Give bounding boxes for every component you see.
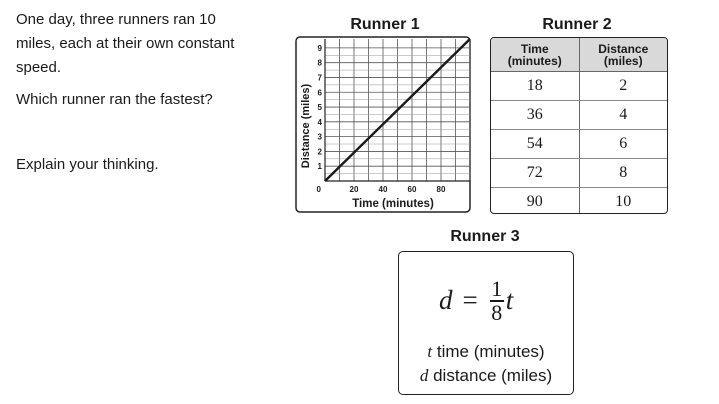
runner3-box: d = 1 8 t t time (minutes) d distance (m… bbox=[398, 251, 574, 395]
equation-variable: t bbox=[505, 285, 514, 316]
y-tick-label: 4 bbox=[318, 118, 323, 127]
runner2-title: Runner 2 bbox=[542, 16, 612, 33]
table-row: 90 10 bbox=[491, 187, 667, 213]
table-row: 54 6 bbox=[491, 129, 667, 159]
distance-cell: 8 bbox=[579, 158, 667, 188]
distance-cell: 6 bbox=[579, 129, 667, 159]
problem-line-3: speed. bbox=[16, 59, 62, 76]
definition-t-text: time (minutes) bbox=[436, 342, 545, 361]
definition-d-symbol: d bbox=[419, 366, 429, 385]
runner3-equation: d = 1 8 t bbox=[439, 276, 514, 325]
y-tick-label: 9 bbox=[318, 44, 323, 53]
time-cell: 72 bbox=[491, 158, 580, 188]
y-axis-label: Distance (miles) bbox=[300, 83, 312, 168]
table-row: 72 8 bbox=[491, 158, 667, 188]
runner1-line bbox=[324, 38, 471, 182]
header-time-text: Time (minutes) bbox=[507, 41, 562, 68]
equation-lhs: d bbox=[439, 285, 453, 316]
header-distance-text: Distance (miles) bbox=[598, 41, 649, 68]
distance-cell: 2 bbox=[579, 71, 667, 101]
definition-t: t time (minutes) bbox=[399, 342, 573, 362]
y-tick-label: 5 bbox=[318, 103, 323, 112]
runner1-title: Runner 1 bbox=[350, 16, 420, 33]
y-tick-label: 3 bbox=[318, 133, 323, 142]
time-cell: 36 bbox=[491, 100, 580, 130]
origin-label: 0 bbox=[317, 185, 322, 194]
runner2-table: Time (minutes) Distance (miles) 18 2 36 4 54… bbox=[490, 37, 668, 214]
equation-fraction: 1 8 bbox=[489, 276, 504, 325]
time-cell: 90 bbox=[491, 187, 580, 213]
question-text: Which runner ran the fastest? bbox=[16, 91, 213, 108]
definition-d: d distance (miles) bbox=[399, 366, 573, 386]
runner1-graph: 20 40 60 80 1 2 3 4 5 6 7 8 9 0 Distance (miles) Time… bbox=[295, 36, 471, 213]
distance-cell: 10 bbox=[615, 193, 632, 210]
time-cell: 54 bbox=[491, 129, 580, 159]
time-cell: 18 bbox=[491, 71, 580, 101]
fraction-numerator: 1 bbox=[491, 276, 503, 301]
table-row: 18 2 bbox=[491, 71, 667, 101]
y-tick-label: 2 bbox=[318, 147, 323, 156]
table-row: 36 4 bbox=[491, 100, 667, 130]
problem-line-2: miles, each at their own constant bbox=[16, 35, 235, 52]
definition-d-text: distance (miles) bbox=[433, 366, 553, 385]
y-tick-label: 6 bbox=[318, 88, 323, 97]
runner3-title: Runner 3 bbox=[450, 228, 520, 245]
problem-line-1: One day, three runners ran 10 bbox=[16, 11, 216, 28]
fraction-bar bbox=[489, 300, 504, 302]
table-header-distance: Distance (miles) bbox=[579, 38, 667, 72]
y-tick-label: 7 bbox=[318, 73, 323, 82]
y-tick-label: 1 bbox=[318, 162, 323, 171]
equation-equals: = bbox=[462, 285, 478, 316]
fraction-denominator: 8 bbox=[491, 299, 503, 325]
x-tick-label: 40 bbox=[379, 185, 388, 194]
y-tick-label: 8 bbox=[318, 59, 323, 68]
explain-prompt: Explain your thinking. bbox=[16, 156, 159, 173]
x-tick-label: 60 bbox=[408, 185, 417, 194]
table-header-time: Time (minutes) bbox=[491, 38, 580, 72]
problem-statement: One day, three runners ran 10 miles, eac… bbox=[16, 8, 276, 80]
x-tick-label: 20 bbox=[350, 185, 359, 194]
definition-t-symbol: t bbox=[427, 342, 433, 361]
x-axis-label: Time (minutes) bbox=[352, 198, 434, 210]
distance-cell: 4 bbox=[579, 100, 667, 130]
x-tick-label: 80 bbox=[437, 185, 446, 194]
